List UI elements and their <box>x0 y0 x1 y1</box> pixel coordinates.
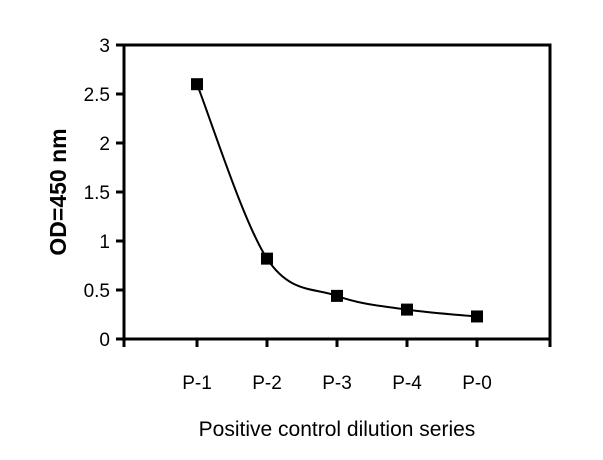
data-point-marker-P-3 <box>331 289 343 302</box>
data-point-marker-P-0 <box>471 310 483 323</box>
data-point-marker-P-2 <box>261 252 273 265</box>
data-point-marker-P-1 <box>191 78 203 91</box>
x-tick-label: P-0 <box>462 373 492 394</box>
y-tick-label: 0 <box>99 330 110 351</box>
y-tick-label: 0.5 <box>84 281 110 302</box>
chart-plot-area: 0 0.5 1 1.5 2 2.5 3 P-1 P-2 P-3 P-4 P-0 <box>84 36 552 394</box>
y-tick-label: 2.5 <box>84 85 110 106</box>
x-tick-label: P-2 <box>252 373 282 394</box>
x-tick-label: P-4 <box>392 373 422 394</box>
y-tick-label: 1.5 <box>84 183 110 204</box>
data-point-marker-P-4 <box>401 303 413 316</box>
y-tick-label: 3 <box>99 36 110 57</box>
x-tick-label: P-3 <box>322 373 352 394</box>
y-axis-title: OD=450 nm <box>45 128 71 255</box>
y-tick-label: 2 <box>99 134 110 155</box>
series-line <box>196 83 478 318</box>
y-tick-label: 1 <box>99 232 110 253</box>
x-axis-title: Positive control dilution series <box>199 418 476 441</box>
x-tick-label: P-1 <box>182 373 212 394</box>
